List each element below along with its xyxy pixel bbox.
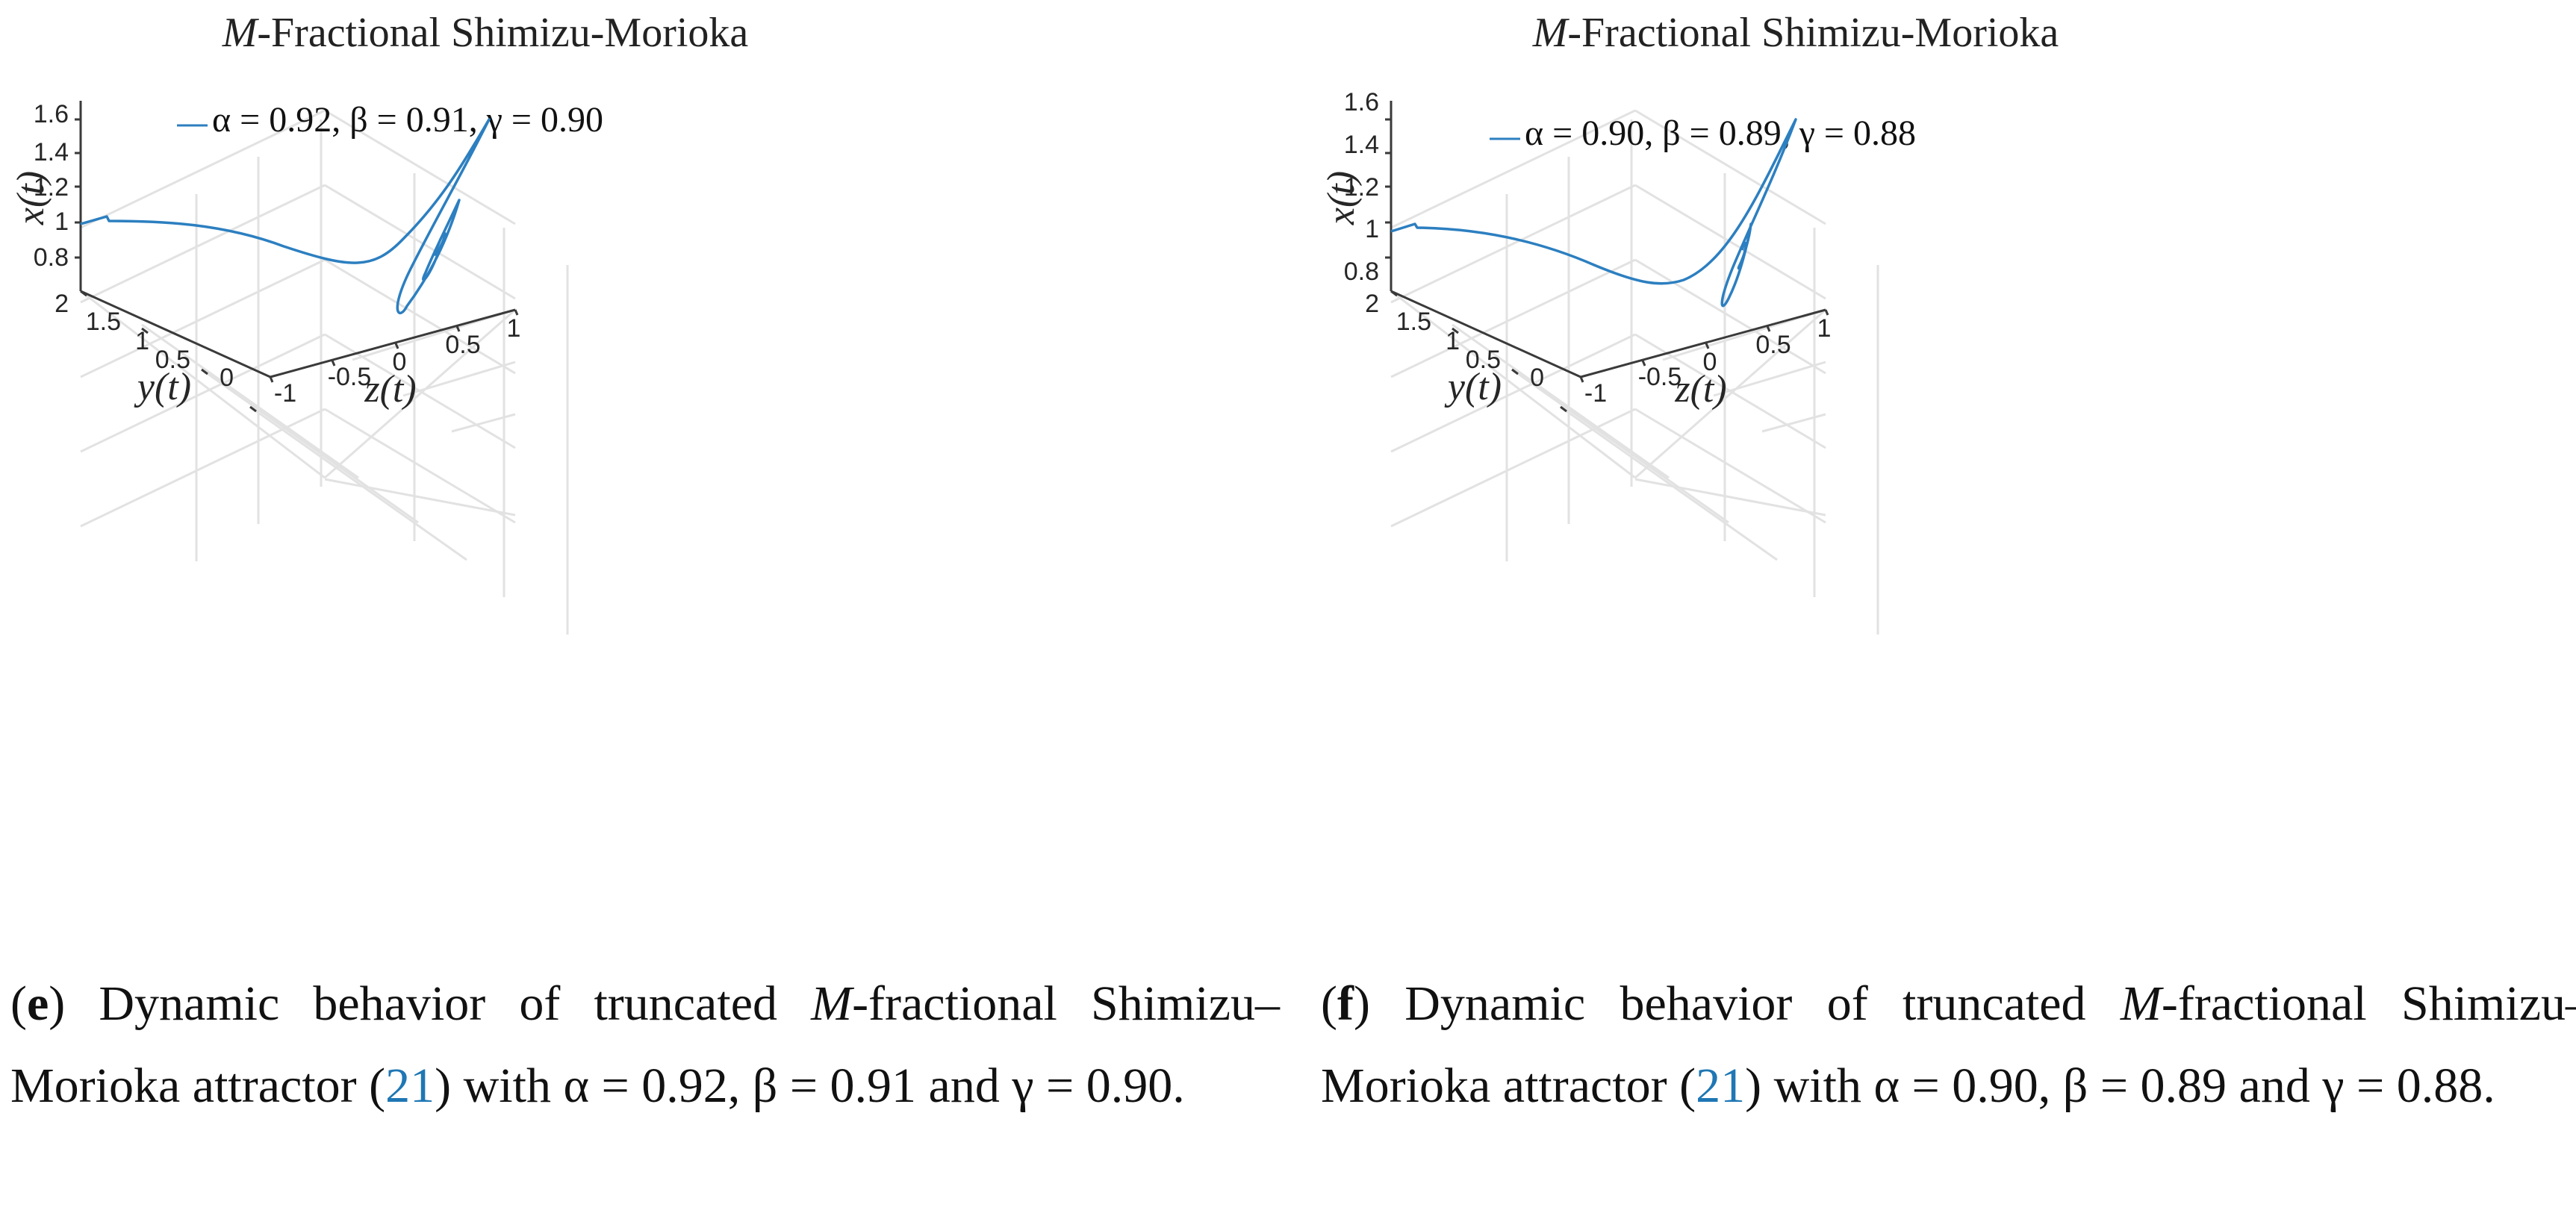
tick-label: 0.5 — [155, 346, 190, 374]
chart-title: M-Fractional Shimizu-Morioka — [1532, 10, 2059, 56]
x-axis-label: x(t) — [1320, 171, 1363, 225]
y-tick-labels: 2 1.5 1 0.5 0 — [55, 290, 234, 392]
tick-label: 0.8 — [1344, 258, 1379, 286]
caption-text-3: ) with α = 0.90, β = 0.89 and γ = 0.88. — [1745, 1059, 2495, 1113]
tick-label: 1 — [55, 208, 69, 236]
x-tick-labels: -1 -0.5 0 0.5 1 — [274, 314, 521, 408]
equation-ref-link[interactable]: 21 — [1696, 1059, 1746, 1113]
axes — [1385, 101, 1829, 413]
z-tick-labels: 1.6 1.4 1.2 1 0.8 — [34, 100, 69, 272]
axes — [75, 101, 519, 413]
y-tick-labels: 2 1.5 1 0.5 0 — [1365, 290, 1544, 392]
caption-label: f — [1337, 976, 1354, 1031]
chart-title: M-Fractional Shimizu-Morioka — [222, 10, 749, 56]
tick-label: 1.6 — [34, 100, 69, 128]
caption-text-2: -fractional Shimizu–Morioka attractor ( — [10, 976, 1280, 1113]
tick-label: 0.5 — [445, 331, 480, 359]
back-wall-grid — [80, 109, 569, 635]
tick-label: 1.5 — [86, 308, 121, 336]
tick-label: -0.5 — [1638, 363, 1682, 391]
tick-label: 1.2 — [1344, 173, 1379, 202]
tick-label: 1 — [507, 314, 521, 343]
legend-label: α = 0.92, β = 0.91, γ = 0.90 — [212, 100, 603, 140]
tick-label: 1 — [1817, 314, 1832, 343]
tick-label: -1 — [274, 379, 296, 408]
tick-label: 0.5 — [1466, 346, 1501, 374]
tick-label: 0 — [1530, 364, 1544, 392]
tick-label: 1 — [135, 327, 149, 355]
tick-label: 1.2 — [34, 173, 69, 202]
legend-label: α = 0.90, β = 0.89, γ = 0.88 — [1525, 113, 1916, 153]
tick-label: 0.8 — [34, 243, 69, 272]
figure-panel-f: M-Fractional Shimizu-Morioka 1.6 1.4 1.2… — [1310, 0, 2576, 1219]
y-axis-label: y(t) — [1444, 366, 1502, 408]
legend: α = 0.92, β = 0.91, γ = 0.90 — [177, 100, 603, 140]
tick-label: 1.4 — [34, 138, 69, 166]
tick-label: -1 — [1584, 379, 1607, 408]
x-tick-labels: -1 -0.5 0 0.5 1 — [1584, 314, 1832, 408]
caption-m: M — [811, 976, 853, 1031]
tick-label: 0 — [220, 364, 234, 392]
caption-f: (f) Dynamic behavior of truncated M-frac… — [1321, 963, 2576, 1127]
tick-label: 1 — [1365, 215, 1379, 243]
z-axis-label: z(t) — [1674, 368, 1726, 411]
caption-e: (e) Dynamic behavior of truncated M-frac… — [10, 976, 1280, 1113]
tick-label: 0.5 — [1755, 331, 1791, 359]
trajectory-curve — [80, 118, 491, 314]
caption-label: e — [26, 976, 49, 1031]
trajectory-curve — [1390, 118, 1797, 308]
caption-text-1: Dynamic behavior of truncated — [65, 976, 812, 1031]
tick-label: 1.4 — [1344, 131, 1379, 159]
tick-label: 0 — [393, 348, 407, 376]
caption-text-2: -fractional Shimizu–Morioka attractor ( — [1321, 976, 2576, 1113]
tick-label: 0 — [1703, 348, 1717, 376]
y-axis-label: y(t) — [134, 366, 191, 408]
back-wall-grid — [1390, 109, 1879, 635]
tick-label: 2 — [1365, 290, 1379, 318]
attractor-plot-f: M-Fractional Shimizu-Morioka 1.6 1.4 1.2… — [1320, 10, 2059, 635]
equation-ref-link[interactable]: 21 — [385, 1059, 435, 1113]
attractor-plot-e: M-Fractional Shimizu-Morioka 1.6 — [10, 10, 749, 635]
z-axis-label: z(t) — [364, 368, 416, 411]
tick-label: 1.5 — [1396, 308, 1431, 336]
tick-label: 2 — [55, 290, 69, 318]
caption-text-3: ) with α = 0.92, β = 0.91 and γ = 0.90. — [435, 1059, 1185, 1113]
caption-m: M — [2120, 976, 2162, 1031]
figure-panel-e: M-Fractional Shimizu-Morioka 1.6 — [10, 10, 1280, 1113]
tick-label: -0.5 — [328, 363, 372, 391]
z-tick-labels: 1.6 1.4 1.2 1 0.8 — [1344, 88, 1379, 286]
tick-label: 1.6 — [1344, 88, 1379, 116]
caption-text-1: Dynamic behavior of truncated — [1369, 976, 2121, 1031]
x-axis-label: x(t) — [10, 171, 52, 225]
legend: α = 0.90, β = 0.89, γ = 0.88 — [1490, 113, 1916, 153]
tick-label: 1 — [1446, 327, 1460, 355]
